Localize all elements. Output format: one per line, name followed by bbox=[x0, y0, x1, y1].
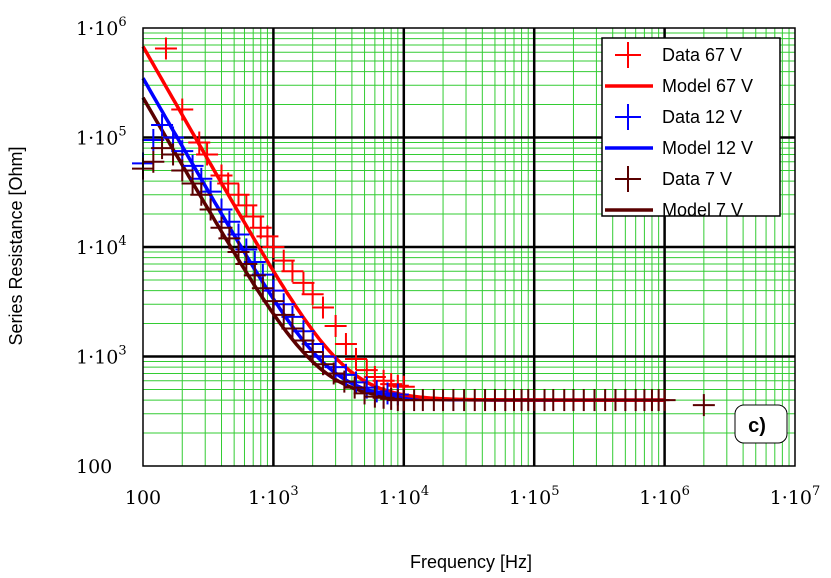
data-point-data-7-v bbox=[272, 303, 295, 326]
data-point-data-7-v bbox=[311, 353, 334, 376]
data-point-data-67-v bbox=[154, 37, 177, 60]
data-point-data-7-v bbox=[343, 376, 366, 399]
data-point-data-7-v bbox=[227, 241, 250, 264]
data-point-data-67-v bbox=[256, 225, 279, 248]
legend-item-data-7-v: Data 7 V bbox=[615, 166, 732, 192]
y-tick-label: 1·105 bbox=[76, 125, 127, 150]
data-point-data-7-v bbox=[199, 198, 222, 221]
data-point-data-67-v bbox=[301, 283, 324, 306]
legend-label-model-12-v: Model 12 V bbox=[662, 138, 753, 158]
legend-label-data-67-v: Data 67 V bbox=[662, 45, 742, 65]
plot-frame bbox=[142, 27, 796, 467]
data-point-data-7-v bbox=[292, 329, 315, 352]
data-point-data-7-v bbox=[142, 150, 165, 173]
data-point-data-12-v bbox=[151, 114, 174, 137]
data-point-data-7-v bbox=[301, 340, 324, 363]
data-point-data-7-v bbox=[235, 252, 258, 275]
y-tick-label: 1·106 bbox=[76, 15, 127, 40]
data-point-data-7-v bbox=[190, 183, 213, 206]
data-point-data-7-v bbox=[171, 159, 194, 182]
data-point-data-7-v bbox=[363, 385, 386, 408]
data-point-data-67-v bbox=[272, 249, 295, 272]
legend-box bbox=[601, 37, 781, 217]
data-point-data-7-v bbox=[251, 277, 274, 300]
data-point-data-67-v bbox=[217, 172, 240, 195]
panel-label: c) bbox=[748, 415, 766, 437]
data-point-data-7-v bbox=[243, 264, 266, 287]
legend-item-model-67-v: Model 67 V bbox=[605, 76, 753, 96]
x-tick-label: 1·104 bbox=[379, 484, 430, 509]
legend-item-data-12-v: Data 12 V bbox=[615, 104, 742, 130]
legend-label-data-12-v: Data 12 V bbox=[662, 107, 742, 127]
y-tick-label: 1·104 bbox=[76, 234, 127, 259]
data-point-data-7-v bbox=[262, 290, 285, 313]
x-tick-label: 1·107 bbox=[770, 484, 821, 509]
data-point-data-7-v bbox=[353, 382, 376, 405]
data-point-data-67-v bbox=[196, 143, 219, 166]
data-point-data-7-v bbox=[333, 370, 356, 393]
data-point-data-67-v bbox=[188, 131, 211, 154]
x-tick-label: 100 bbox=[125, 487, 161, 509]
data-point-data-7-v bbox=[162, 143, 185, 166]
panel-label-box: c) bbox=[734, 404, 788, 444]
legend: Data 67 V Model 67 V Data 12 V Model 12 V Da… bbox=[601, 37, 781, 220]
legend-item-model-7-v: Model 7 V bbox=[605, 200, 743, 220]
data-point-data-67-v bbox=[171, 98, 194, 121]
x-tick-label: 1·105 bbox=[509, 484, 560, 509]
data-point-data-7-v bbox=[692, 394, 715, 417]
data-point-data-7-v bbox=[653, 389, 676, 412]
x-tick-label: 1·106 bbox=[639, 484, 690, 509]
data-point-data-67-v bbox=[345, 347, 368, 370]
data-point-data-67-v bbox=[281, 260, 304, 283]
panel-label-background bbox=[734, 404, 788, 444]
x-axis-label: Frequency [Hz] bbox=[410, 552, 532, 572]
legend-label-data-7-v: Data 7 V bbox=[662, 169, 732, 189]
y-axis-ticks: 100 1·103 1·104 1·105 1·106 bbox=[76, 15, 127, 478]
plot-content bbox=[132, 37, 715, 417]
y-tick-label: 1·103 bbox=[76, 344, 127, 369]
data-point-data-67-v bbox=[324, 314, 347, 337]
x-tick-label: 1·103 bbox=[248, 484, 299, 509]
legend-item-model-12-v: Model 12 V bbox=[605, 138, 753, 158]
data-point-data-12-v bbox=[171, 140, 194, 163]
y-axis-label: Series Resistance [Ohm] bbox=[6, 146, 26, 345]
legend-label-model-67-v: Model 67 V bbox=[662, 76, 753, 96]
x-axis-ticks: 100 1·103 1·104 1·105 1·106 1·107 bbox=[125, 484, 820, 509]
data-point-data-7-v bbox=[218, 227, 241, 250]
y-tick-label: 100 bbox=[76, 456, 112, 478]
legend-item-data-67-v: Data 67 V bbox=[615, 42, 742, 68]
data-point-data-67-v bbox=[262, 236, 285, 258]
legend-label-model-7-v: Model 7 V bbox=[662, 200, 743, 220]
data-point-data-67-v bbox=[292, 271, 315, 294]
data-point-data-67-v bbox=[242, 205, 265, 228]
data-point-data-67-v bbox=[311, 296, 334, 319]
data-point-data-67-v bbox=[334, 333, 357, 356]
data-point-data-7-v bbox=[181, 172, 204, 195]
data-point-data-67-v bbox=[235, 194, 258, 217]
data-point-data-7-v bbox=[281, 317, 304, 340]
